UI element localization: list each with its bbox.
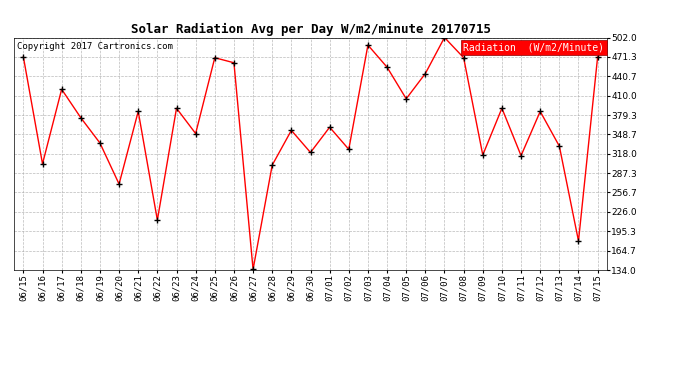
Text: Radiation  (W/m2/Minute): Radiation (W/m2/Minute)	[463, 42, 604, 52]
Title: Solar Radiation Avg per Day W/m2/minute 20170715: Solar Radiation Avg per Day W/m2/minute …	[130, 23, 491, 36]
Text: Copyright 2017 Cartronics.com: Copyright 2017 Cartronics.com	[17, 42, 172, 51]
